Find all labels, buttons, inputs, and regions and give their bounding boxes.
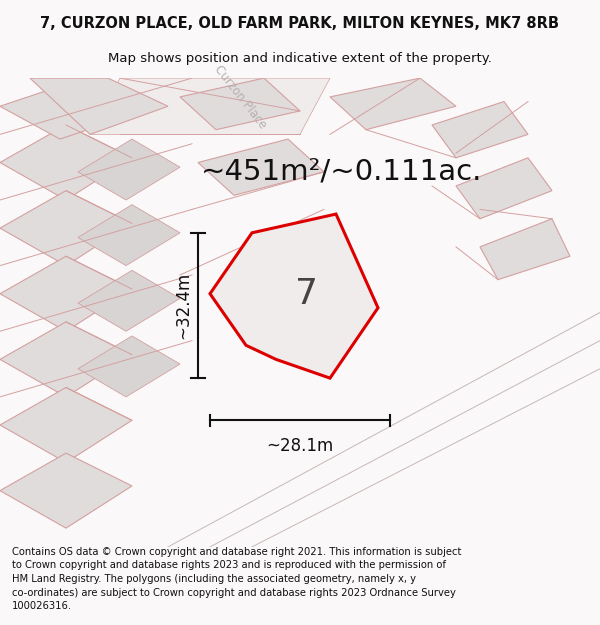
Polygon shape	[0, 388, 132, 462]
Polygon shape	[0, 125, 132, 200]
Text: Contains OS data © Crown copyright and database right 2021. This information is : Contains OS data © Crown copyright and d…	[12, 547, 461, 611]
Polygon shape	[432, 101, 528, 158]
Polygon shape	[456, 158, 552, 219]
Text: ~28.1m: ~28.1m	[266, 437, 334, 455]
Text: 7: 7	[295, 277, 317, 311]
Polygon shape	[0, 256, 132, 331]
Polygon shape	[78, 205, 180, 266]
Polygon shape	[0, 191, 132, 266]
Polygon shape	[90, 78, 330, 134]
Polygon shape	[78, 336, 180, 397]
Polygon shape	[78, 139, 180, 200]
Polygon shape	[0, 322, 132, 397]
Polygon shape	[480, 219, 570, 280]
Polygon shape	[30, 78, 168, 134]
Polygon shape	[210, 214, 378, 378]
Text: Curzon Place: Curzon Place	[211, 62, 269, 131]
Polygon shape	[0, 453, 132, 528]
Polygon shape	[78, 270, 180, 331]
Text: 7, CURZON PLACE, OLD FARM PARK, MILTON KEYNES, MK7 8RB: 7, CURZON PLACE, OLD FARM PARK, MILTON K…	[41, 16, 560, 31]
Text: ~451m²/~0.111ac.: ~451m²/~0.111ac.	[202, 158, 482, 186]
Polygon shape	[330, 78, 456, 129]
Polygon shape	[0, 78, 144, 139]
Text: Map shows position and indicative extent of the property.: Map shows position and indicative extent…	[108, 52, 492, 65]
Text: ~32.4m: ~32.4m	[174, 272, 192, 339]
Polygon shape	[180, 78, 300, 129]
Polygon shape	[198, 139, 324, 195]
